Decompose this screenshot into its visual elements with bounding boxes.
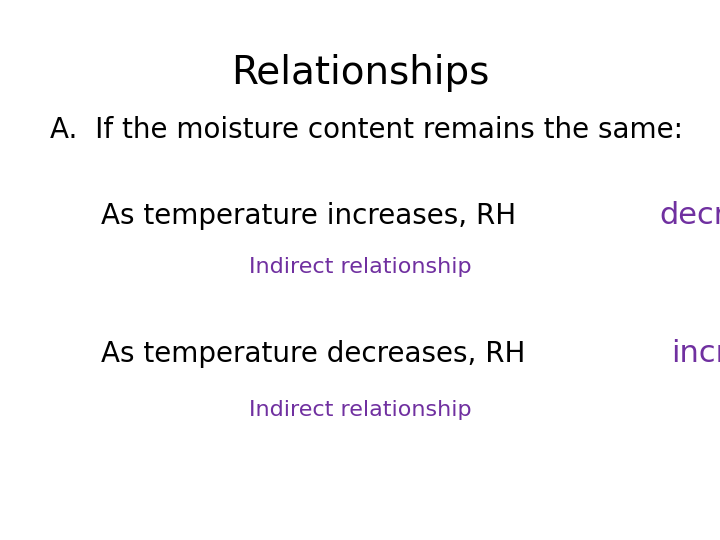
Text: decreases: decreases: [660, 201, 720, 231]
Text: A.  If the moisture content remains the same:: A. If the moisture content remains the s…: [50, 116, 683, 144]
Text: Relationships: Relationships: [231, 54, 489, 92]
Text: Indirect relationship: Indirect relationship: [248, 257, 472, 278]
Text: As temperature decreases, RH: As temperature decreases, RH: [101, 340, 543, 368]
Text: Indirect relationship: Indirect relationship: [248, 400, 472, 421]
Text: increases: increases: [671, 339, 720, 368]
Text: As temperature increases, RH: As temperature increases, RH: [101, 202, 534, 230]
